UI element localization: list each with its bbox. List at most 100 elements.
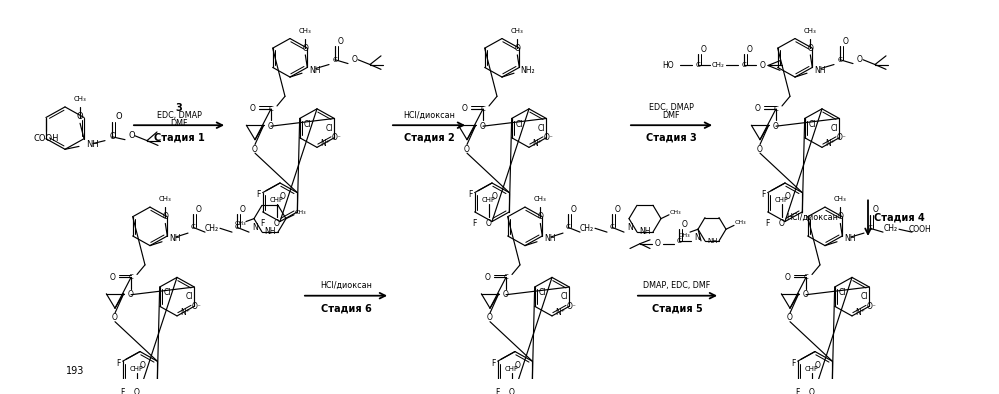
Text: O⁻: O⁻	[867, 302, 877, 311]
Text: CH₃: CH₃	[234, 221, 246, 226]
Text: O: O	[140, 361, 145, 370]
Text: 3: 3	[176, 103, 183, 113]
Text: O: O	[250, 104, 256, 113]
Text: O: O	[252, 145, 258, 154]
Text: O: O	[755, 104, 761, 113]
Text: O: O	[338, 37, 344, 46]
Text: Стадия 2: Стадия 2	[404, 133, 455, 143]
Text: Cl: Cl	[830, 124, 838, 133]
Text: Cl: Cl	[515, 120, 523, 129]
Text: C: C	[235, 224, 240, 230]
Text: O: O	[463, 104, 468, 113]
Text: O: O	[773, 122, 779, 131]
Text: N⁺: N⁺	[532, 139, 541, 148]
Text: EDC, DMAP: EDC, DMAP	[157, 111, 202, 120]
Text: CH₂: CH₂	[580, 224, 594, 233]
Text: O: O	[787, 313, 793, 322]
Text: O: O	[486, 273, 491, 282]
Text: C: C	[837, 57, 842, 63]
Text: N: N	[252, 223, 258, 232]
Text: Стадия 1: Стадия 1	[154, 133, 205, 143]
Text: O: O	[873, 206, 879, 214]
Text: N: N	[694, 233, 700, 242]
Text: CHF: CHF	[270, 197, 284, 203]
Text: DMF: DMF	[662, 111, 679, 120]
Text: O: O	[655, 239, 661, 248]
Text: N⁺: N⁺	[320, 139, 330, 148]
Text: C: C	[269, 106, 274, 112]
Text: C: C	[481, 106, 486, 112]
Text: F: F	[495, 388, 500, 394]
Text: HCl/диоксан: HCl/диоксан	[403, 111, 455, 120]
Text: F: F	[120, 388, 124, 394]
Text: NH: NH	[169, 234, 181, 243]
Text: CH₃: CH₃	[804, 28, 817, 34]
Text: CH₃: CH₃	[510, 28, 523, 34]
Text: C: C	[503, 274, 508, 281]
Text: HCl/диоксан: HCl/диоксан	[786, 213, 838, 222]
Text: CH₃: CH₃	[834, 196, 847, 203]
Text: N⁺: N⁺	[855, 308, 865, 316]
Text: O: O	[110, 273, 116, 282]
Text: N⁺: N⁺	[555, 308, 565, 316]
Text: O: O	[747, 45, 753, 54]
Text: O⁻: O⁻	[544, 133, 553, 142]
Text: CH₃: CH₃	[74, 96, 87, 102]
Text: NH: NH	[707, 238, 718, 244]
Text: F: F	[256, 190, 260, 199]
Text: O: O	[488, 313, 493, 322]
Text: C: C	[333, 57, 338, 63]
Text: C: C	[109, 132, 115, 141]
Text: Cl: Cl	[809, 120, 816, 129]
Text: O: O	[503, 290, 508, 299]
Text: O: O	[807, 44, 813, 53]
Text: N⁺: N⁺	[180, 308, 190, 316]
Text: C: C	[867, 225, 872, 231]
Text: CH₃: CH₃	[734, 220, 746, 225]
Text: Cl: Cl	[186, 292, 193, 301]
Text: O: O	[760, 61, 766, 70]
Text: O: O	[77, 112, 83, 121]
Text: NH: NH	[309, 66, 321, 75]
Text: HCl/диоксан: HCl/диоксан	[320, 281, 372, 290]
Text: O: O	[240, 204, 246, 214]
Text: O: O	[481, 122, 486, 131]
Text: C: C	[803, 274, 808, 281]
Text: CH₂: CH₂	[884, 224, 898, 233]
Text: O: O	[779, 219, 785, 228]
Text: DMF: DMF	[170, 119, 188, 128]
Text: CH₃: CH₃	[294, 210, 306, 216]
Text: O: O	[857, 55, 863, 64]
Text: F: F	[491, 359, 496, 368]
Text: NH: NH	[814, 66, 825, 75]
Text: F: F	[260, 219, 264, 228]
Text: Стадия 3: Стадия 3	[645, 133, 696, 143]
Text: C: C	[773, 106, 778, 112]
Text: CHF: CHF	[505, 366, 519, 372]
Text: O: O	[803, 290, 809, 299]
Text: Cl: Cl	[326, 124, 333, 133]
Text: O: O	[514, 361, 520, 370]
Text: O⁻: O⁻	[192, 302, 202, 311]
Text: CH₃: CH₃	[669, 210, 680, 216]
Text: C: C	[565, 224, 570, 230]
Text: O⁻: O⁻	[567, 302, 577, 311]
Text: 193: 193	[66, 366, 84, 376]
Text: F: F	[761, 190, 765, 199]
Text: O: O	[785, 273, 791, 282]
Text: O⁻: O⁻	[837, 133, 847, 142]
Text: C: C	[191, 224, 196, 230]
Text: O: O	[487, 219, 492, 228]
Text: O: O	[303, 44, 309, 53]
Text: Стадия 4: Стадия 4	[874, 213, 925, 223]
Text: C: C	[676, 238, 681, 244]
Text: O: O	[514, 44, 520, 53]
Text: C: C	[741, 63, 746, 69]
Text: DMAP, EDC, DMF: DMAP, EDC, DMF	[643, 281, 710, 290]
Text: O: O	[814, 361, 820, 370]
Text: Cl: Cl	[164, 288, 172, 297]
Text: O: O	[571, 204, 577, 214]
Text: N: N	[627, 223, 633, 232]
Text: O: O	[129, 131, 135, 140]
Text: COOH: COOH	[33, 134, 59, 143]
